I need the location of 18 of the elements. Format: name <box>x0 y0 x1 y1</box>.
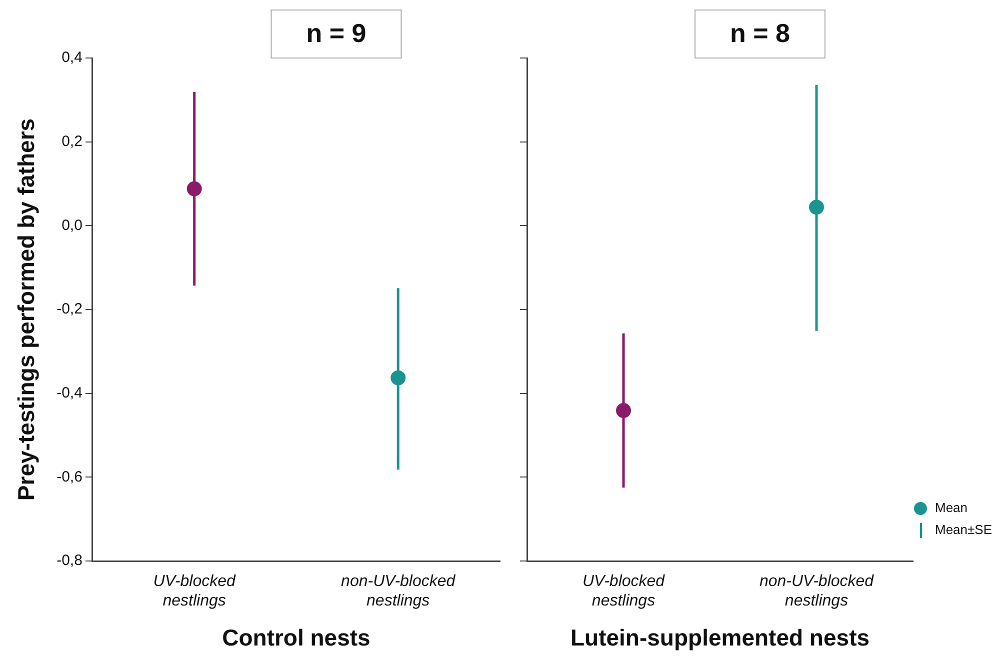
y-tick-label: -0,8 <box>56 552 82 570</box>
y-tick-label: -0,6 <box>56 468 82 486</box>
y-tick-label: -0,4 <box>56 384 82 402</box>
chart-title: n = 8 <box>730 18 790 48</box>
y-tick-label: 0,2 <box>62 132 82 150</box>
x-tick-label: non-UV-blocked nestlings <box>341 573 456 610</box>
text: Mean±SE <box>935 521 992 539</box>
x-tick-label: non-UV-blocked nestlings <box>759 573 875 610</box>
text: Mean <box>935 499 968 517</box>
chart-title: n = 9 <box>306 18 366 48</box>
x-tick-label: UV-blocked nestlings <box>582 573 666 610</box>
y-tick-label: -0,2 <box>56 300 82 318</box>
y-axis-title: Prey-testings performed by fathers <box>13 118 40 501</box>
x-axis-title: Control nests <box>222 624 370 651</box>
x-tick-label: UV-blocked nestlings <box>153 573 236 610</box>
y-tick-label: 0,0 <box>62 216 82 234</box>
y-tick-label: 0,4 <box>62 49 82 66</box>
x-axis-title: Lutein-supplemented nests <box>570 624 870 651</box>
